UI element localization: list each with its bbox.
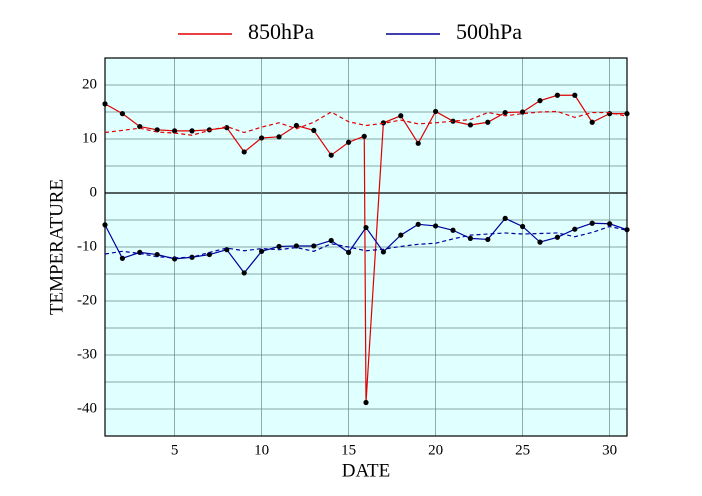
legend-label: 850hPa: [248, 19, 314, 44]
x-tick-label: 20: [428, 442, 443, 458]
data-point: [259, 248, 265, 254]
data-point: [224, 247, 230, 253]
data-point: [102, 222, 108, 228]
data-point: [206, 251, 212, 258]
x-axis-label: DATE: [342, 460, 391, 481]
y-tick-label: -40: [77, 400, 97, 416]
data-point: [241, 270, 247, 276]
data-point: [554, 234, 561, 240]
data-point: [467, 235, 473, 241]
data-point: [607, 111, 613, 117]
y-tick-label: -20: [77, 292, 97, 308]
data-point: [624, 111, 630, 117]
data-point: [572, 92, 578, 98]
series-line: [104, 94, 627, 403]
data-point: [589, 119, 595, 125]
data-point: [346, 139, 352, 145]
data-point: [415, 140, 421, 146]
data-point: [433, 223, 439, 229]
data-point: [328, 152, 334, 158]
y-tick-label: 10: [82, 130, 97, 146]
data-point: [102, 101, 108, 107]
data-point: [485, 119, 491, 125]
data-point: [380, 249, 386, 255]
y-tick-label: 0: [90, 184, 98, 200]
data-point: [346, 249, 352, 255]
data-point: [537, 239, 543, 245]
data-point: [433, 108, 439, 115]
x-tick-label: 5: [171, 442, 179, 458]
data-point: [450, 227, 456, 233]
x-tick-label: 15: [341, 442, 356, 458]
data-point: [172, 256, 178, 262]
data-point: [363, 399, 369, 406]
data-point: [520, 223, 526, 230]
data-point: [154, 251, 160, 258]
data-point: [398, 232, 404, 238]
data-point: [172, 128, 178, 134]
data-point: [415, 221, 421, 227]
data-point: [259, 135, 265, 141]
data-point: [502, 109, 508, 116]
data-point: [589, 220, 595, 226]
data-point: [119, 111, 125, 117]
data-point: [554, 92, 561, 98]
data-point: [502, 215, 508, 221]
y-axis-label: TEMPERATURE: [46, 179, 67, 315]
data-point: [311, 127, 317, 133]
data-point: [572, 226, 578, 232]
data-point: [224, 125, 230, 131]
data-point: [311, 243, 317, 249]
data-point: [467, 122, 473, 128]
data-point: [398, 113, 404, 119]
data-point: [537, 98, 543, 104]
x-tick-label: 10: [254, 442, 269, 458]
reference-line: [104, 225, 628, 259]
data-point: [119, 255, 125, 261]
y-tick-label: -30: [77, 346, 97, 362]
data-point: [276, 134, 282, 140]
plot-frame: [104, 57, 628, 437]
data-point: [328, 237, 334, 244]
data-point: [520, 109, 526, 115]
data-point: [485, 236, 491, 243]
data-point: [607, 221, 613, 227]
data-point: [450, 118, 456, 124]
legend-label: 500hPa: [456, 19, 522, 44]
reference-line: [104, 110, 628, 136]
data-point: [361, 133, 367, 139]
x-tick-label: 25: [515, 442, 530, 458]
data-point: [189, 128, 195, 134]
data-point: [293, 122, 299, 129]
data-point: [276, 243, 282, 250]
data-point: [624, 227, 630, 233]
y-tick-label: 20: [82, 76, 97, 92]
y-tick-label: -10: [77, 238, 97, 254]
x-tick-label: 30: [602, 442, 617, 458]
data-point: [241, 149, 247, 155]
data-point: [363, 224, 369, 231]
